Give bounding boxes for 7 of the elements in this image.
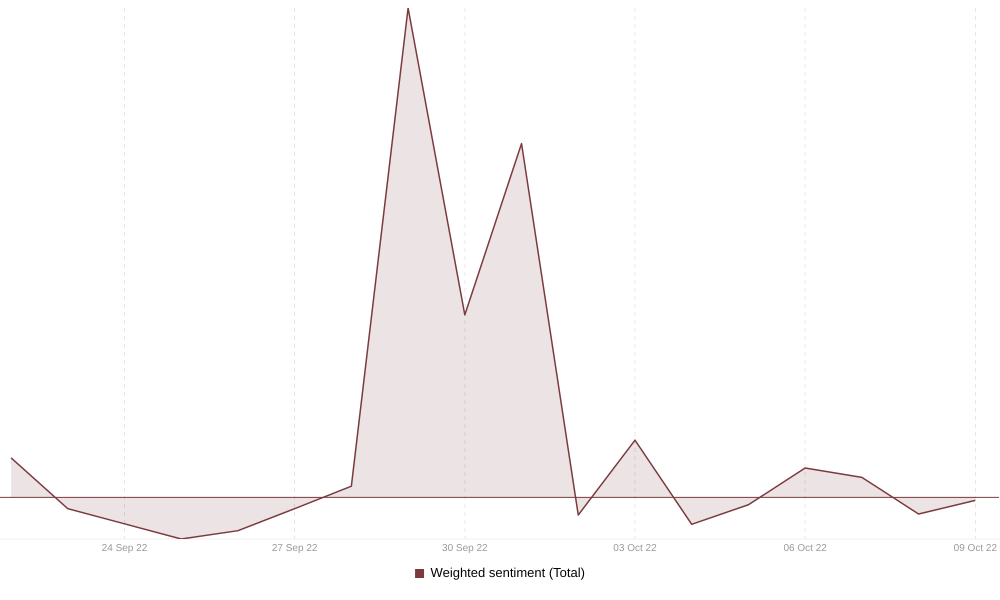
x-tick-label: 24 Sep 22 [102, 542, 148, 554]
x-tick-label: 30 Sep 22 [442, 542, 488, 554]
x-tick-label: 06 Oct 22 [783, 542, 828, 554]
x-tick-label: 03 Oct 22 [613, 542, 658, 554]
x-tick-label: 27 Sep 22 [272, 542, 318, 554]
legend-label: Weighted sentiment (Total) [430, 565, 585, 580]
x-tick-label: 09 Oct 22 [954, 542, 998, 554]
